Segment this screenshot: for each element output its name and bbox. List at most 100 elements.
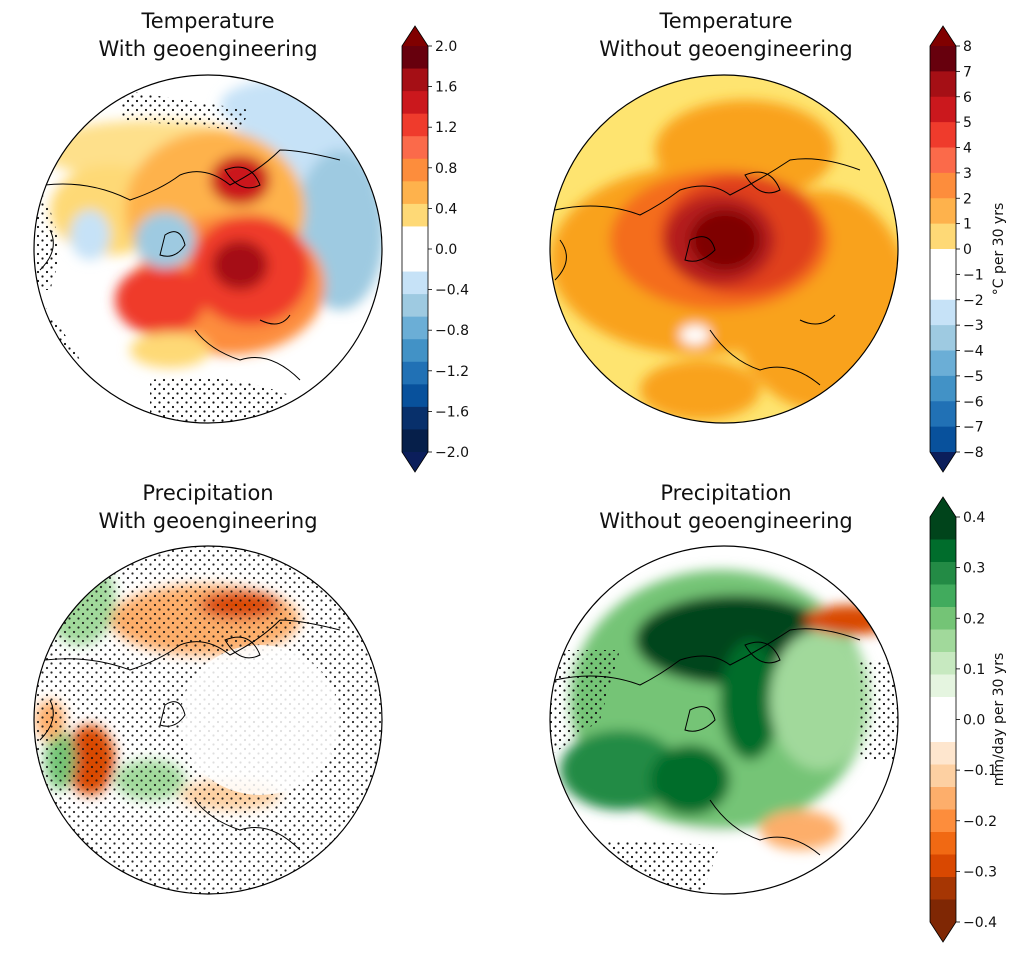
colorbar-precip: 0.4 0.3 0.2 0.1 0.0 −0.1 −0.2 −0.3 −0.4 mm/day pe… xyxy=(929,496,1007,943)
colorbar-tick-label: −1 xyxy=(963,267,984,283)
colorbar-tick-label: 0.8 xyxy=(435,161,457,177)
colorbar-tick-label: 0.4 xyxy=(963,510,985,526)
colorbar-segment xyxy=(930,299,956,326)
colorbar-segment xyxy=(930,629,956,653)
colorbar-tick-label: −0.3 xyxy=(963,864,997,880)
colorbar-segment xyxy=(402,158,428,182)
colorbar-segment xyxy=(930,401,956,428)
colorbar-tick-label: 0.2 xyxy=(963,611,985,627)
colorbar-temp-without: 8 7 6 5 4 3 2 1 0 −1 −2 −3 −4 −5 −6 −7 −8 °C per 30 yrs xyxy=(929,25,1007,473)
colorbar-segment xyxy=(402,361,428,385)
colorbar-temp-with: 2.0 1.6 1.2 0.8 0.4 0.0 −0.4 −0.8 −1.2 −1.6 −2.0 xyxy=(401,25,469,473)
panel-title-line2: With geoengineering xyxy=(98,37,317,61)
colorbar-segment xyxy=(402,406,428,430)
colorbar-segment xyxy=(930,562,956,585)
panel-precip-without: Precipitation Without geoengineering xyxy=(549,481,899,895)
colorbar-tick-label: −3 xyxy=(963,318,984,334)
colorbar-segment xyxy=(402,181,428,205)
colorbar-tick-label: −0.2 xyxy=(963,814,997,830)
colorbar-tick-label: −0.1 xyxy=(963,763,997,779)
colorbar-tick-label: 4 xyxy=(963,141,972,157)
map-boundary xyxy=(549,74,899,424)
map-field xyxy=(34,546,382,894)
colorbar-segment xyxy=(930,375,956,402)
panel-title-line1: Precipitation xyxy=(142,481,273,505)
colorbar-segment xyxy=(402,384,428,408)
colorbar-tick-label: −6 xyxy=(963,394,984,410)
panel-title-line1: Temperature xyxy=(140,9,274,33)
colorbar-segment xyxy=(930,787,956,810)
colorbar-segment xyxy=(930,877,956,900)
colorbar-tick-label: −7 xyxy=(963,420,984,436)
colorbar-tick-label: −0.4 xyxy=(963,915,997,931)
map-field xyxy=(550,546,898,894)
colorbar-segment xyxy=(930,147,956,174)
colorbar-segment xyxy=(930,584,956,608)
colorbar-tick-label: 2 xyxy=(963,191,972,207)
colorbar-tick-label: 1.6 xyxy=(435,80,457,96)
colorbar-tick-label: −4 xyxy=(963,344,984,360)
colorbar-tick-label: −2.0 xyxy=(435,445,469,461)
colorbar-segment xyxy=(930,764,956,788)
colorbar-segment xyxy=(930,122,956,148)
colorbar-segment xyxy=(930,350,956,377)
colorbar-segment xyxy=(402,113,428,137)
colorbar-segment xyxy=(930,607,956,630)
colorbar-tick-label: 2.0 xyxy=(435,39,457,55)
colorbar-tick-label: 0.1 xyxy=(963,662,985,678)
panel-temp-without: Temperature Without geoengineering xyxy=(549,9,899,424)
colorbar-segment xyxy=(930,674,956,698)
colorbar-segment xyxy=(402,339,428,363)
colorbar-extend-top xyxy=(402,26,428,46)
colorbar-extend-top xyxy=(930,26,956,46)
colorbar-extend-bottom xyxy=(930,922,956,942)
colorbar-extend-bottom xyxy=(402,452,428,472)
panel-title-line2: Without geoengineering xyxy=(599,509,853,533)
colorbar-segment xyxy=(930,223,956,250)
map-boundary xyxy=(33,545,383,895)
colorbar-tick-label: −2 xyxy=(963,293,984,309)
colorbar-segment xyxy=(402,46,428,70)
panel-precip-with: Precipitation With geoengineering xyxy=(33,481,383,895)
colorbar-segment xyxy=(930,172,956,199)
colorbar-segment xyxy=(930,832,956,855)
colorbar-tick-label: 0.0 xyxy=(435,242,457,258)
colorbar-tick-label: 8 xyxy=(963,39,972,55)
colorbar-segment xyxy=(930,742,956,765)
colorbar-segment xyxy=(930,697,956,720)
colorbar-label: mm/day per 30 yrs xyxy=(991,653,1007,787)
colorbar-segment xyxy=(402,226,428,250)
colorbar-segment xyxy=(930,198,956,225)
colorbar-tick-label: 3 xyxy=(963,166,972,182)
colorbar-tick-label: −5 xyxy=(963,369,984,385)
colorbar-segment xyxy=(930,426,956,453)
colorbar-tick-label: 0.4 xyxy=(435,201,457,217)
map-boundary xyxy=(33,74,383,424)
colorbar-tick-label: −1.6 xyxy=(435,404,469,420)
colorbar-extend-bottom xyxy=(930,452,956,472)
colorbar-segment xyxy=(930,899,956,923)
panel-temp-with: Temperature With geoengineering xyxy=(33,9,383,424)
panel-title-line1: Precipitation xyxy=(660,481,791,505)
colorbar-segment xyxy=(402,68,428,92)
colorbar-label: °C per 30 yrs xyxy=(991,203,1007,296)
colorbar-tick-label: 6 xyxy=(963,90,972,106)
colorbar-tick-label: 7 xyxy=(963,64,972,80)
colorbar-tick-label: 1.2 xyxy=(435,120,457,136)
map-boundary xyxy=(549,545,899,895)
colorbar-segment xyxy=(930,46,956,72)
colorbar-segment xyxy=(930,854,956,878)
colorbar-tick-label: −1.2 xyxy=(435,364,469,380)
map-field xyxy=(34,75,382,423)
colorbar-tick-label: 0.3 xyxy=(963,561,985,577)
colorbar-segment xyxy=(402,271,428,295)
colorbar-segment xyxy=(930,249,956,275)
colorbar-segment xyxy=(930,325,956,351)
colorbar-tick-label: −0.4 xyxy=(435,283,469,299)
colorbar-segment xyxy=(930,719,956,743)
colorbar-segment xyxy=(402,203,428,227)
colorbar-segment xyxy=(402,91,428,115)
colorbar-tick-label: 0.0 xyxy=(963,713,985,729)
panel-title-line1: Temperature xyxy=(658,9,792,33)
